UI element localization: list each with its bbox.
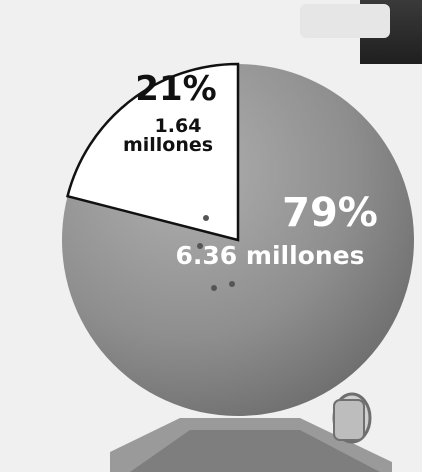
light-strip [300,4,390,38]
slice-21-percent-label: 21% [135,69,216,109]
dish-mount-shadow [130,430,380,472]
dish-screw-dot [211,285,217,291]
dish-screw-dot [197,243,203,249]
dish-screw-dot [203,215,209,221]
pie-slices [62,62,415,416]
pie-slice-21 [66,62,240,242]
mount-cylinder [333,399,365,441]
slice-21-value-line2: millones [123,134,213,156]
dish-screw-dot [229,281,235,287]
background-decor [110,0,422,472]
slice-79-value-label: 6.36 millones [176,241,365,270]
slice-21-value-line1: 1.64 [155,115,202,137]
slice-79-percent-label: 79% [282,190,378,236]
